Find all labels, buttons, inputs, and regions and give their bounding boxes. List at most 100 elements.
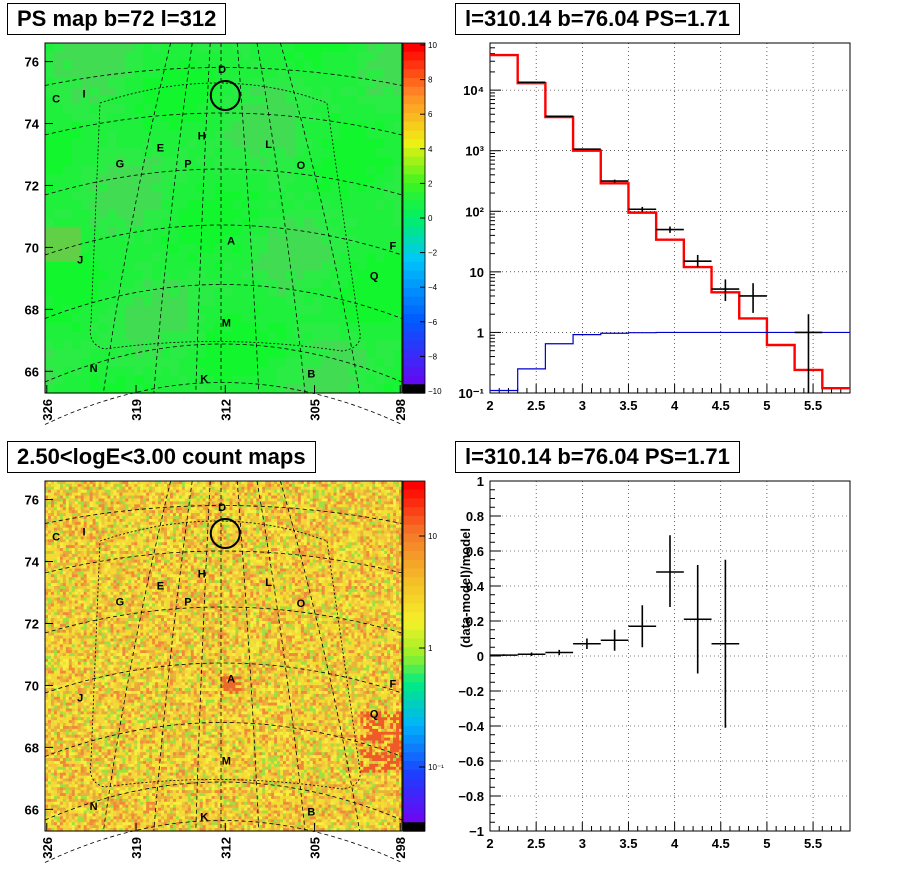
spectrum-data-point [545, 115, 574, 118]
ps-map-colorbar-tick-label: 10 [428, 41, 437, 50]
residual-title: l=310.14 b=76.04 PS=1.71 [455, 441, 740, 473]
residual-ytick-label: −1 [469, 824, 484, 839]
count-map-label-g: G [116, 596, 125, 608]
residual-ytick-label: 0.4 [466, 579, 485, 594]
residual-ticks: 2 2.5 3 3.5 4 4.5 5 5.5 −1 −0.8 −0.6 −0.4 −0.2 0 0.2 0.… [458, 474, 851, 851]
spectrum-data-point [628, 206, 657, 212]
ps-map-xtick-label: 326 [40, 399, 55, 421]
count-map-label-n: N [90, 801, 98, 813]
spectrum-xtick-label: 2 [486, 398, 493, 413]
count-map-colorbar-tick-label: 10 [428, 532, 437, 541]
residual-xtick-label: 4 [671, 836, 679, 851]
residual-ytick-label: −0.6 [458, 754, 484, 769]
count-map-xtick-label: 305 [308, 837, 323, 859]
ps-map-label-l: L [265, 139, 272, 151]
residual-ytick-label: 0.2 [466, 614, 484, 629]
count-map-label-l: L [265, 577, 272, 589]
residual-xtick-label: 5.5 [804, 836, 822, 851]
count-map-label-p: P [184, 596, 191, 608]
count-map-source-circle [209, 518, 241, 549]
spectrum-ytick-label: 1 [477, 325, 484, 340]
count-map-label-j: J [77, 693, 83, 705]
count-map-ytick-label: 74 [25, 555, 40, 570]
spectrum-data-point [573, 148, 601, 150]
ps-map-label-p: P [184, 158, 191, 170]
ps-map-label-k: K [200, 374, 208, 386]
ps-map-ytick-label: 66 [25, 364, 39, 379]
count-map-source-labels: C I D H L E G P O A J F Q M N K B [52, 502, 396, 824]
ps-map-source-circle [209, 80, 241, 111]
count-map-panel: C I D H L E G P O A J F Q M N K B 76 74 72 70 68 66 326 319 312 30… [25, 480, 408, 863]
count-map-label-b: B [307, 806, 315, 818]
spectrum-data-points [517, 81, 823, 393]
residual-data-point [517, 652, 546, 656]
spectrum-title: l=310.14 b=76.04 PS=1.71 [455, 3, 740, 35]
count-map-label-e: E [157, 581, 164, 593]
ps-map-label-c: C [52, 94, 60, 106]
residual-ytick-label: 0.6 [466, 544, 484, 559]
residual-data-point [711, 559, 740, 728]
ps-map-title: PS map b=72 l=312 [7, 3, 227, 35]
count-map-ytick-label: 76 [25, 493, 39, 508]
count-map-frame [44, 480, 403, 832]
residual-ytick-label: 0 [477, 649, 484, 664]
ps-map-colorbar-tick-label: −4 [428, 283, 438, 292]
count-map-pixels [45, 481, 403, 832]
residual-data-point [573, 638, 601, 649]
spectrum-background-line [490, 331, 850, 392]
spectrum-grid [489, 43, 850, 394]
residual-data-point [683, 565, 712, 674]
residual-xtick-label: 5 [763, 836, 770, 851]
count-map-yticks: 76 74 72 70 68 66 [25, 493, 53, 817]
ps-map-grid [44, 42, 403, 425]
count-map-xtick-label: 312 [218, 837, 233, 859]
ps-map-colorbar-tick-label: 2 [428, 179, 433, 188]
spectrum-data-point [683, 254, 712, 268]
residual-data-point [600, 629, 629, 651]
residual-data-point [545, 649, 574, 656]
count-map-label-o: O [297, 598, 306, 610]
count-map-label-q: Q [370, 708, 379, 720]
spectrum-xtick-label: 4 [671, 398, 679, 413]
ps-map-label-h: H [198, 130, 206, 142]
ps-map-label-i: I [82, 88, 85, 100]
ps-map-ytick-label: 70 [25, 240, 39, 255]
spectrum-xtick-label: 3.5 [619, 398, 637, 413]
ps-map-label-f: F [390, 241, 397, 253]
ps-map-label-o: O [297, 160, 306, 172]
residual-xtick-label: 2 [486, 836, 493, 851]
residual-xtick-label: 4.5 [712, 836, 730, 851]
spectrum-ytick-label: 10² [465, 204, 484, 219]
spectrum-xtick-label: 5.5 [804, 398, 822, 413]
spectrum-ytick-label: 10⁴ [463, 83, 484, 98]
count-map-label-i: I [82, 526, 85, 538]
ps-map-colorbar-tick-label: −10 [428, 387, 442, 396]
ps-map-label-b: B [307, 368, 315, 380]
count-map-colorbar-ticks: 10 1 10⁻¹ [419, 532, 444, 772]
spectrum-xtick-label: 4.5 [712, 398, 730, 413]
residual-data-point [490, 654, 518, 656]
count-map-ytick-label: 68 [25, 740, 39, 755]
residual-xtick-label: 3.5 [619, 836, 637, 851]
count-map-label-m: M [222, 756, 231, 768]
count-map-label-c: C [52, 532, 60, 544]
spectrum-data-point [794, 314, 823, 393]
count-map-label-f: F [390, 679, 397, 691]
spectrum-xtick-label: 3 [579, 398, 586, 413]
ps-map-colorbar-tick-label: −8 [428, 352, 438, 361]
count-map-colorbar-tick-label: 1 [428, 644, 433, 653]
residual-xtick-label: 3 [579, 836, 586, 851]
ps-map-label-j: J [77, 255, 83, 267]
spectrum-data-point [739, 283, 767, 313]
ps-map-label-n: N [90, 363, 98, 375]
count-map-label-a: A [227, 673, 235, 685]
count-map-xtick-label: 319 [129, 837, 144, 859]
ps-map-label-a: A [227, 235, 235, 247]
ps-map-ytick-label: 76 [25, 55, 39, 70]
count-map-region [89, 520, 361, 790]
spectrum-data-point [517, 81, 546, 84]
spectrum-data-point [656, 226, 684, 233]
spectrum-ytick-label: 10³ [465, 144, 484, 159]
ps-map-label-g: G [116, 158, 125, 170]
ps-map-label-q: Q [370, 270, 379, 282]
